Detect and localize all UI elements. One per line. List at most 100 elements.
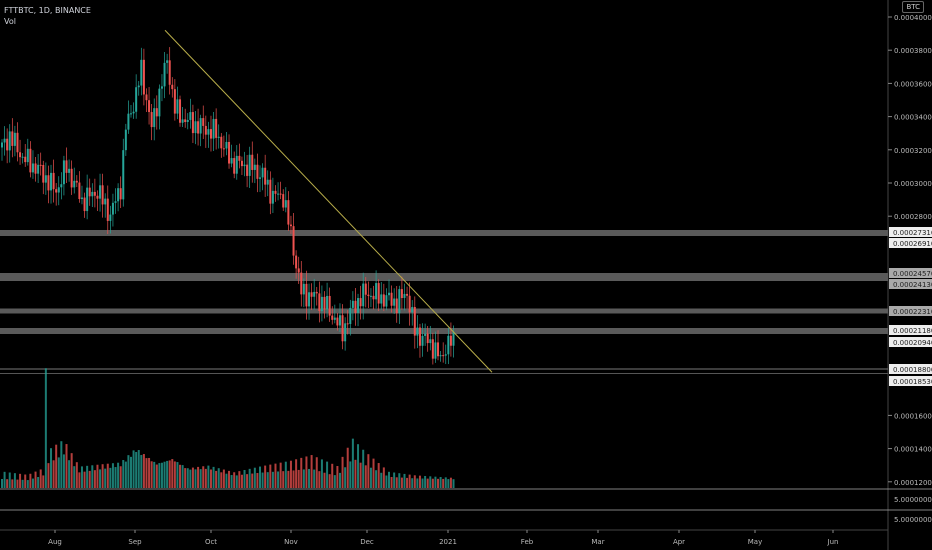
volume-bar bbox=[408, 474, 411, 488]
volume-bar bbox=[287, 470, 290, 488]
volume-bar bbox=[163, 461, 166, 488]
level-label-bg bbox=[889, 227, 932, 237]
volume-bar bbox=[277, 471, 280, 488]
candle-body bbox=[104, 198, 107, 205]
level-label-bg bbox=[889, 325, 932, 335]
currency-badge[interactable]: BTC bbox=[902, 1, 924, 13]
candle-body bbox=[179, 99, 182, 123]
candle-body bbox=[93, 191, 96, 196]
level-label: 0.00020940 bbox=[893, 339, 932, 347]
volume-bar bbox=[346, 447, 349, 488]
level-label: 0.00018800 bbox=[893, 366, 932, 374]
volume-bar bbox=[212, 466, 215, 488]
volume-bar bbox=[246, 474, 249, 488]
volume-bar bbox=[215, 470, 218, 488]
level-label-bg bbox=[889, 268, 932, 278]
candle-body bbox=[80, 197, 83, 200]
candle-body bbox=[225, 141, 228, 149]
candle-body bbox=[261, 167, 264, 178]
volume-bar bbox=[375, 470, 378, 488]
candle-body bbox=[297, 268, 300, 273]
level-label: 0.00024130 bbox=[893, 281, 932, 289]
volume-bar bbox=[259, 466, 261, 488]
volume-bar bbox=[19, 473, 22, 488]
candle-body bbox=[449, 335, 452, 346]
volume-bar bbox=[127, 455, 130, 488]
candle-body bbox=[434, 342, 437, 359]
volume-bar bbox=[202, 466, 205, 488]
candle-body bbox=[357, 298, 360, 313]
candle-body bbox=[333, 317, 336, 320]
volume-bar bbox=[233, 472, 236, 488]
volume-bar bbox=[382, 467, 385, 488]
volume-bar bbox=[338, 472, 341, 488]
volume-bar bbox=[130, 456, 132, 488]
candle-body bbox=[47, 175, 50, 191]
volume-bar bbox=[367, 454, 370, 488]
volume-bar bbox=[173, 461, 176, 488]
volume-bar bbox=[91, 465, 94, 488]
candle-body bbox=[411, 306, 414, 313]
volume-bar bbox=[315, 457, 318, 488]
volume-bar bbox=[83, 471, 86, 488]
candle-body bbox=[31, 163, 34, 173]
candle-body bbox=[269, 179, 272, 204]
volume-bar bbox=[240, 474, 243, 488]
candle-body bbox=[158, 88, 161, 117]
volume-bar bbox=[21, 479, 24, 488]
candle-body bbox=[142, 59, 145, 95]
candle-body bbox=[233, 158, 236, 174]
candle-body bbox=[199, 118, 202, 134]
volume-bar bbox=[452, 479, 455, 488]
level-band bbox=[0, 373, 888, 374]
volume-bar bbox=[3, 471, 6, 488]
volume-bar bbox=[101, 464, 104, 488]
volume-bar bbox=[328, 474, 331, 488]
candle-body bbox=[359, 298, 362, 307]
candle-body bbox=[24, 156, 27, 163]
x-tick-label: Mar bbox=[591, 538, 604, 546]
volume-bar bbox=[235, 475, 238, 488]
volume-bar bbox=[230, 475, 233, 488]
candle-body bbox=[127, 113, 130, 130]
level-label: 0.00026910 bbox=[893, 240, 932, 248]
volume-bar bbox=[166, 460, 169, 488]
volume-bar bbox=[390, 477, 393, 488]
volume-bar bbox=[416, 478, 419, 488]
candle-body bbox=[171, 84, 174, 90]
chart-legend: FTTBTC, 1D, BINANCE Vol bbox=[4, 5, 91, 27]
candle-body bbox=[44, 175, 47, 183]
volume-bar bbox=[1, 479, 3, 488]
volume-bar bbox=[349, 461, 352, 488]
candle-body bbox=[209, 129, 212, 139]
candle-body bbox=[362, 283, 365, 307]
volume-bar bbox=[251, 473, 254, 488]
volume-bar bbox=[16, 479, 19, 488]
level-band bbox=[0, 328, 888, 334]
candle-body bbox=[37, 164, 40, 174]
candle-body bbox=[153, 108, 156, 128]
volume-bar bbox=[73, 466, 76, 488]
volume-bar bbox=[44, 368, 47, 488]
x-tick-label: Nov bbox=[284, 538, 298, 546]
candle-body bbox=[248, 154, 251, 176]
x-tick-label: May bbox=[748, 538, 762, 546]
candle-body bbox=[70, 168, 73, 188]
candle-body bbox=[308, 292, 311, 307]
volume-bar bbox=[176, 462, 179, 488]
level-label-bg bbox=[889, 306, 932, 316]
candle-body bbox=[341, 315, 344, 342]
y-tick-label: 0.00012000 bbox=[894, 479, 932, 487]
candle-body bbox=[395, 298, 398, 314]
volume-bar bbox=[424, 475, 427, 488]
volume-bar bbox=[437, 478, 440, 488]
candle-body bbox=[88, 187, 91, 197]
volume-bar bbox=[331, 463, 334, 488]
level-band bbox=[0, 273, 888, 281]
volume-bar bbox=[279, 462, 282, 488]
candle-body bbox=[447, 335, 450, 355]
volume-bar bbox=[88, 470, 91, 488]
volume-bar bbox=[132, 450, 135, 488]
candle-body bbox=[426, 333, 429, 344]
